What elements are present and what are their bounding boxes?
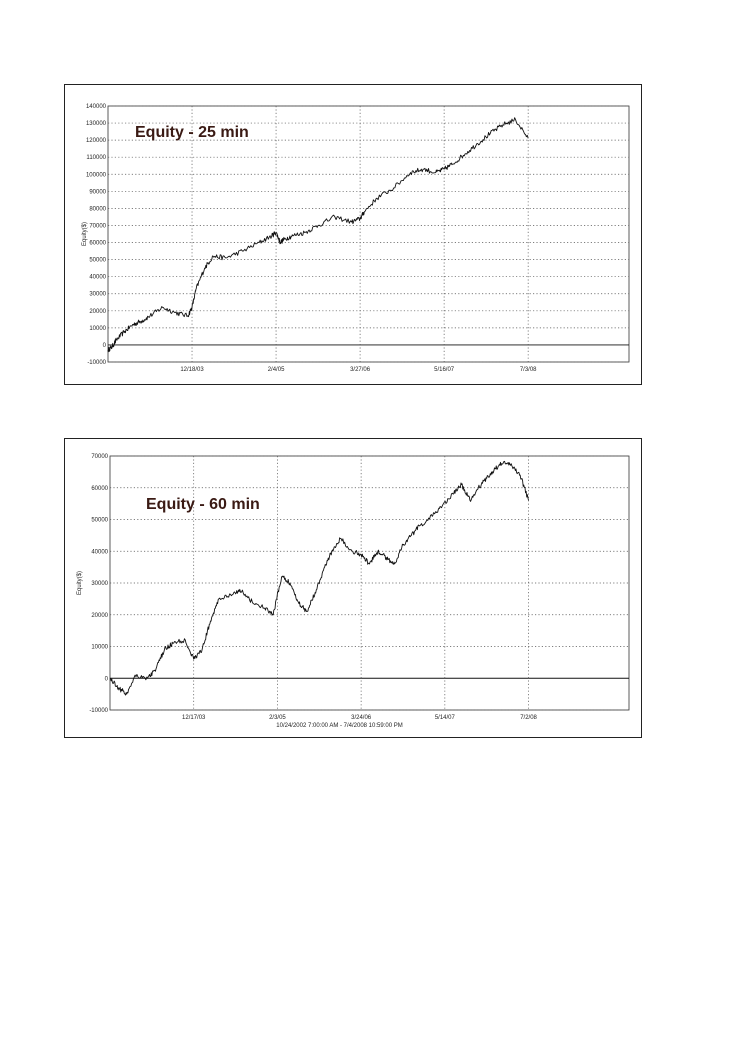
y-tick-label: 20000 [89,309,106,315]
y-tick-label: 50000 [91,518,108,524]
y-tick-label: 0 [105,676,109,682]
y-tick-label: 40000 [91,549,108,555]
chart-title: Equity - 60 min [146,496,260,513]
y-tick-label: 120000 [86,138,107,144]
y-tick-label: 80000 [89,206,106,212]
x-tick-label: 12/18/03 [180,367,204,373]
x-axis-label: 10/24/2002 7:00:00 AM - 7/4/2008 10:59:0… [276,723,402,729]
y-tick-label: 30000 [91,581,108,587]
y-tick-label: 60000 [89,241,106,247]
y-tick-label: 60000 [91,486,108,492]
equity-series-line [109,460,529,696]
y-tick-label: 50000 [89,258,106,264]
y-tick-label: -10000 [89,708,108,714]
x-tick-label: 7/3/08 [520,367,537,373]
equity-60min-plot: 70000 60000 50000 40000 30000 20000 10000 0 -100… [77,454,630,729]
y-tick-label: 90000 [89,189,106,195]
x-tick-label: 7/2/08 [520,715,537,721]
y-tick-label: -10000 [87,360,106,366]
y-tick-label: 70000 [91,454,108,460]
equity-25min-plot: 1400001300001200001100001000009000080000… [82,104,630,373]
y-axis-label: Equity($) [82,222,88,246]
y-tick-label: 130000 [86,121,107,127]
y-tick-label: 40000 [89,275,106,281]
x-tick-label: 5/16/07 [434,367,455,373]
y-tick-label: 30000 [89,292,106,298]
y-tick-label: 20000 [91,613,108,619]
y-tick-label: 100000 [86,172,107,178]
x-tick-label: 2/3/05 [269,715,286,721]
equity-60min-chart: 70000 60000 50000 40000 30000 20000 10000 0 -100… [64,438,642,738]
plot-area-border [107,105,630,363]
x-tick-label: 3/24/06 [351,715,372,721]
y-tick-label: 140000 [86,104,107,110]
equity-series-line [107,117,529,353]
y-tick-label: 0 [103,343,107,349]
y-tick-label: 10000 [89,326,106,332]
x-tick-label: 12/17/03 [182,715,206,721]
x-tick-label: 3/27/06 [350,367,371,373]
chart-title: Equity - 25 min [135,124,249,141]
y-tick-label: 110000 [86,155,106,161]
y-tick-label: 10000 [91,645,108,651]
x-tick-label: 2/4/05 [268,367,285,373]
equity-25min-chart: 140000 130000 120000 110000 100000 90000 80000… [64,84,642,385]
y-tick-label: 70000 [89,223,106,229]
y-axis-label: Equity($) [77,571,83,595]
x-tick-label: 5/14/07 [435,715,456,721]
